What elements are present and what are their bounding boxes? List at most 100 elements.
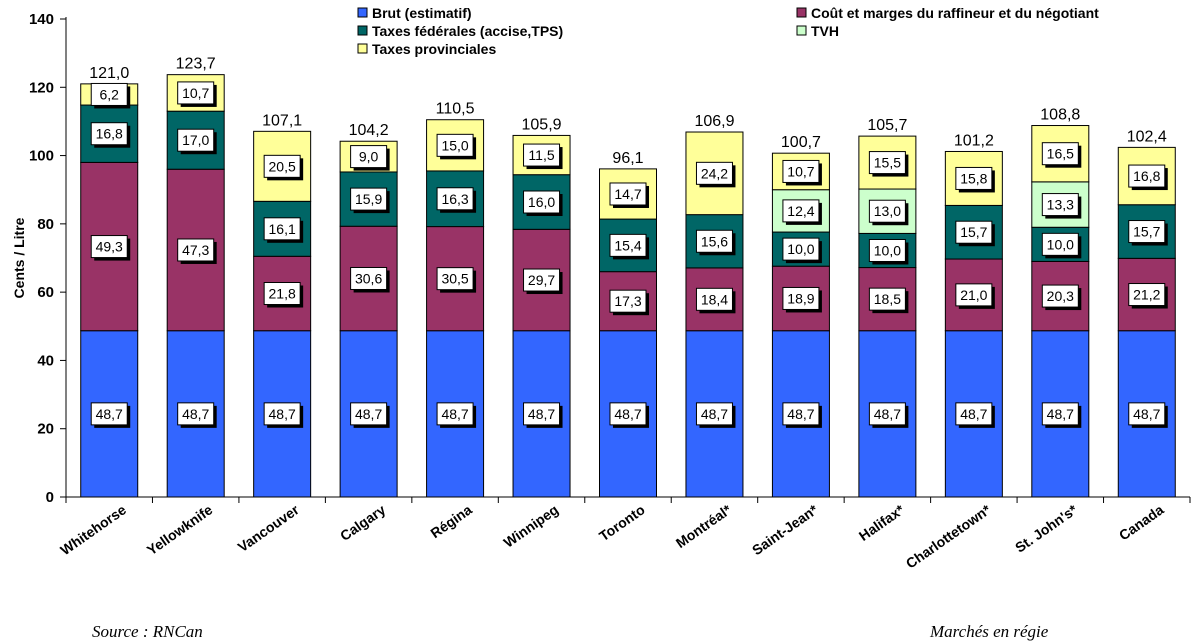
data-label-box [868, 151, 906, 175]
data-label-box [955, 402, 993, 426]
legend-label: Taxes fédérales (accise,TPS) [372, 23, 563, 39]
data-label: 17,0 [182, 132, 209, 148]
data-label: 6,2 [99, 86, 119, 102]
legend-swatch [796, 7, 807, 18]
category-label: Charlottetown* [903, 501, 994, 572]
data-label-box [1128, 220, 1166, 244]
data-label-box [177, 128, 215, 152]
data-label: 21,2 [1133, 287, 1160, 303]
data-label: 10,0 [1047, 236, 1074, 252]
y-axis-title: Cents / Litre [11, 217, 27, 298]
data-label: 47,3 [182, 242, 209, 258]
data-label-box [1041, 142, 1079, 166]
y-tick-label: 80 [37, 216, 54, 233]
data-label-box [1128, 402, 1166, 426]
data-label: 48,7 [269, 406, 296, 422]
category-label: Halifax* [856, 501, 908, 544]
data-label: 18,9 [787, 290, 814, 306]
data-label: 15,5 [874, 155, 901, 171]
data-label: 16,0 [528, 194, 555, 210]
data-label: 20,3 [1047, 288, 1074, 304]
data-label: 48,7 [355, 406, 382, 422]
data-label: 11,5 [528, 147, 554, 163]
data-label-box [263, 282, 301, 306]
category-label: Saint-Jean* [749, 501, 821, 558]
category-label: Toronto [596, 501, 648, 544]
data-label-box [1128, 283, 1166, 307]
data-label-box [523, 402, 561, 426]
y-tick-label: 40 [37, 352, 54, 369]
data-label-box [782, 199, 820, 223]
data-label: 48,7 [701, 406, 728, 422]
data-label-box [695, 402, 733, 426]
data-label: 13,0 [874, 203, 901, 219]
source-note: Source : RNCan [92, 622, 203, 641]
data-label-box [436, 133, 474, 157]
data-label-box [609, 233, 647, 257]
data-label-box [350, 402, 388, 426]
category-label: Winnipeg [501, 501, 562, 550]
data-label: 10,0 [874, 242, 901, 258]
data-label: 15,7 [960, 224, 987, 240]
total-label: 106,9 [694, 113, 734, 130]
data-label-box [782, 237, 820, 261]
data-label: 48,7 [614, 406, 641, 422]
total-label: 96,1 [612, 150, 643, 167]
data-label: 14,7 [614, 186, 641, 202]
data-label: 17,3 [614, 293, 641, 309]
y-tick-label: 20 [37, 421, 54, 438]
category-label: Whitehorse [57, 501, 129, 558]
total-label: 101,2 [954, 132, 994, 149]
data-label: 48,7 [1047, 406, 1074, 422]
legend-label: TVH [811, 23, 839, 39]
data-label-box [350, 145, 388, 169]
data-label-box [263, 154, 301, 178]
data-label-box [177, 402, 215, 426]
data-label-box [90, 402, 128, 426]
data-label: 16,8 [96, 126, 123, 142]
category-label: Vancouver [235, 501, 303, 555]
data-label-box [1041, 193, 1079, 217]
data-label: 48,7 [182, 406, 209, 422]
data-label-box [177, 238, 215, 262]
data-label: 16,5 [1047, 146, 1074, 162]
data-label-box [955, 166, 993, 190]
data-label: 20,5 [269, 158, 296, 174]
data-label-box [350, 187, 388, 211]
data-label-box [436, 187, 474, 211]
data-label: 13,3 [1047, 197, 1074, 213]
data-label-box [523, 190, 561, 214]
data-label-box [350, 266, 388, 290]
category-label: St. John's* [1012, 501, 1080, 556]
total-label: 102,4 [1127, 128, 1167, 145]
data-label: 18,4 [701, 291, 728, 307]
total-label: 121,0 [89, 65, 129, 82]
data-label-box [1041, 402, 1079, 426]
data-label-box [868, 199, 906, 223]
data-label-box [695, 161, 733, 185]
data-label-box [263, 217, 301, 241]
data-label: 12,4 [787, 203, 814, 219]
total-label: 110,5 [436, 101, 475, 118]
data-label: 48,7 [96, 406, 123, 422]
data-label: 16,8 [1133, 168, 1160, 184]
data-label-box [90, 122, 128, 146]
data-label-box [436, 402, 474, 426]
data-label-box [1128, 164, 1166, 188]
category-label: Montréal* [673, 501, 735, 551]
data-label: 30,6 [355, 270, 382, 286]
data-label-box [609, 289, 647, 313]
data-label-box [782, 286, 820, 310]
data-label: 24,2 [701, 165, 728, 181]
data-label-box [868, 287, 906, 311]
data-label: 10,7 [787, 163, 814, 179]
y-tick-label: 140 [29, 11, 54, 28]
legend-label: Taxes provinciales [372, 41, 496, 57]
y-tick-label: 100 [29, 148, 54, 165]
data-label: 10,7 [182, 85, 209, 101]
data-label: 15,4 [614, 237, 641, 253]
data-label: 48,7 [874, 406, 901, 422]
category-label: Régina [427, 501, 475, 541]
total-label: 123,7 [176, 56, 216, 73]
category-label: Yellowknife [144, 501, 216, 558]
